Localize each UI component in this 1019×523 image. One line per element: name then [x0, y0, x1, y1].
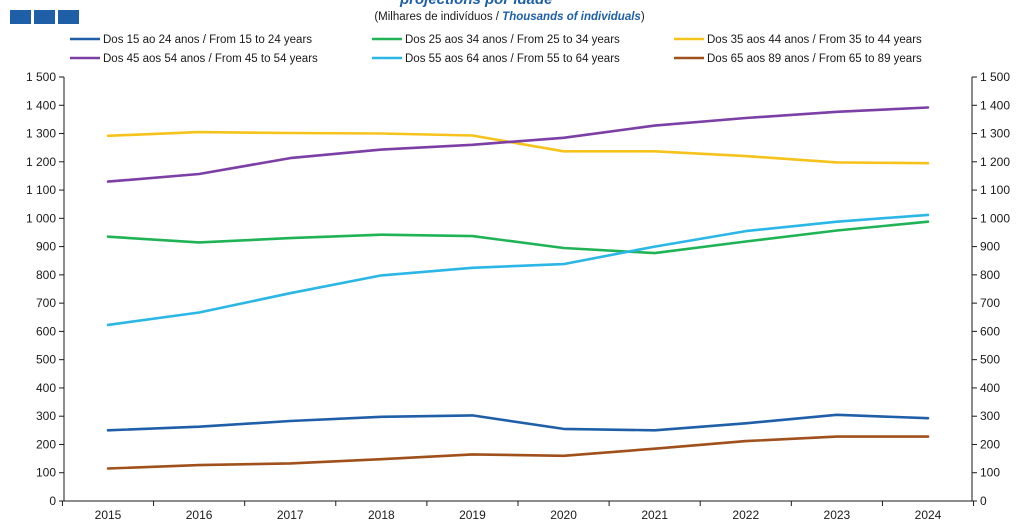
legend: Dos 15 ao 24 anos / From 15 to 24 years D…: [70, 34, 922, 65]
y-tick-label-right: 1 100: [980, 183, 1010, 197]
legend-label: Dos 55 aos 64 anos / From 55 to 64 years: [405, 53, 620, 65]
x-tick-label: 2015: [95, 508, 122, 522]
series-line: [106, 213, 930, 327]
y-tick-label-left: 100: [36, 466, 56, 480]
y-tick-label-right: 1 400: [980, 98, 1010, 112]
x-tick-label: 2016: [186, 508, 213, 522]
logo-block: [10, 10, 31, 24]
series-line: [106, 106, 930, 183]
y-tick-label-right: 500: [980, 353, 1000, 367]
y-tick-label-right: 900: [980, 240, 1000, 254]
y-tick-label-left: 800: [36, 268, 56, 282]
series-lines: [106, 106, 930, 470]
y-tick-label-right: 600: [980, 324, 1000, 338]
subtitle-close: ): [640, 11, 645, 23]
y-tick-label-right: 700: [980, 296, 1000, 310]
legend-label: Dos 65 aos 89 anos / From 65 to 89 years: [707, 53, 922, 65]
y-tick-label-right: 100: [980, 466, 1000, 480]
y-tick-label-right: 1 500: [980, 70, 1010, 84]
y-tick-label-left: 1 000: [26, 211, 56, 225]
chart-subtitle: (Milhares de indivíduos / Thousands of i…: [0, 11, 1019, 23]
y-tick-label-right: 1 000: [980, 211, 1010, 225]
y-tick-label-right: 1 200: [980, 155, 1010, 169]
series-line: [106, 130, 930, 165]
x-tick-label: 2018: [368, 508, 395, 522]
y-tick-label-left: 1 400: [26, 98, 56, 112]
legend-label: Dos 45 aos 54 anos / From 45 to 54 years: [103, 53, 318, 65]
axes: 0 0 100 100 200 200 300 300 400 400 500 500 600 600 70…: [26, 70, 1010, 522]
y-tick-label-right: 1 300: [980, 127, 1010, 141]
subtitle-italic: Thousands of individuals: [502, 11, 641, 23]
y-tick-label-left: 0: [49, 494, 56, 508]
x-tick-label: 2017: [277, 508, 304, 522]
y-tick-label-left: 500: [36, 353, 56, 367]
y-tick-label-left: 400: [36, 381, 56, 395]
x-tick-label: 2024: [915, 508, 942, 522]
y-tick-label-right: 400: [980, 381, 1000, 395]
y-tick-label-right: 0: [980, 494, 987, 508]
x-tick-label: 2020: [550, 508, 577, 522]
y-tick-label-left: 1 200: [26, 155, 56, 169]
y-tick-label-left: 300: [36, 409, 56, 423]
y-tick-label-right: 200: [980, 437, 1000, 451]
y-tick-label-right: 800: [980, 268, 1000, 282]
y-tick-label-left: 900: [36, 240, 56, 254]
logo-block: [58, 10, 79, 24]
series-line: [106, 413, 930, 432]
legend-label: Dos 35 aos 44 anos / From 35 to 44 years: [707, 34, 922, 46]
chart-title-clipped: projections por idade: [400, 0, 553, 8]
legend-label: Dos 25 aos 34 anos / From 25 to 34 years: [405, 34, 620, 46]
series-line: [106, 220, 930, 255]
y-tick-label-left: 1 300: [26, 127, 56, 141]
y-tick-label-left: 200: [36, 437, 56, 451]
x-tick-label: 2022: [732, 508, 759, 522]
brand-logo: [10, 10, 79, 24]
y-tick-label-left: 700: [36, 296, 56, 310]
y-tick-label-left: 600: [36, 324, 56, 338]
x-tick-label: 2019: [459, 508, 486, 522]
logo-block: [34, 10, 55, 24]
series-line: [106, 435, 930, 470]
legend-label: Dos 15 ao 24 anos / From 15 to 24 years: [103, 34, 312, 46]
subtitle-text: (Milhares de indivíduos /: [374, 11, 503, 23]
y-tick-label-left: 1 100: [26, 183, 56, 197]
y-tick-label-right: 300: [980, 409, 1000, 423]
x-tick-label: 2021: [641, 508, 668, 522]
x-tick-label: 2023: [824, 508, 851, 522]
y-tick-label-left: 1 500: [26, 70, 56, 84]
